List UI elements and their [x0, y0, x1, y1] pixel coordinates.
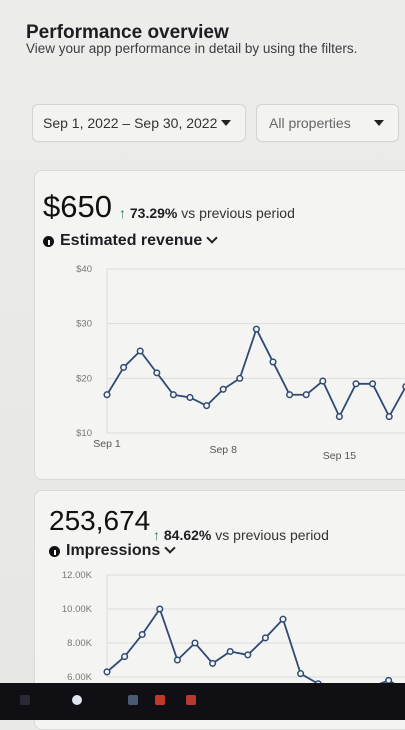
date-range-dropdown[interactable]: Sep 1, 2022 – Sep 30, 2022: [32, 104, 246, 142]
caret-down-icon: [374, 120, 384, 126]
caret-down-icon: [221, 120, 231, 126]
data-point: [219, 385, 227, 393]
y-tick-label: $40: [76, 264, 92, 275]
data-point: [103, 668, 111, 676]
date-range-label: Sep 1, 2022 – Sep 30, 2022: [43, 115, 218, 131]
taskbar: [0, 683, 405, 720]
chevron-down-icon: [164, 542, 176, 554]
revenue-metric-selector[interactable]: Estimated revenue: [43, 232, 218, 250]
data-point: [186, 393, 194, 402]
impressions-metric-selector[interactable]: Impressions: [49, 542, 176, 560]
y-tick-label: 8.00K: [67, 638, 92, 649]
page-subtitle: View your app performance in detail by u…: [26, 41, 358, 56]
y-tick-label: 6.00K: [67, 672, 92, 683]
data-point: [156, 605, 164, 613]
app-icon[interactable]: [128, 695, 138, 705]
data-point: [169, 391, 177, 399]
revenue-change: ↑ 73.29% vs previous period: [119, 205, 295, 221]
page-title: Performance overview: [26, 22, 229, 43]
data-point: [121, 653, 129, 661]
data-point: [252, 325, 260, 333]
chevron-down-icon: [206, 232, 218, 244]
properties-label: All properties: [269, 115, 351, 131]
revenue-change-percent: 73.29%: [129, 205, 178, 221]
impressions-change-percent: 84.62%: [163, 527, 212, 543]
data-point: [279, 615, 287, 623]
data-point: [385, 413, 393, 421]
y-tick-label: 10.00K: [62, 604, 93, 615]
x-tick-label: Sep 8: [209, 444, 237, 456]
data-point: [352, 380, 360, 388]
data-point: [120, 363, 128, 371]
x-tick-label: Sep 15: [323, 450, 356, 462]
data-point: [103, 391, 111, 399]
data-point: [153, 369, 161, 377]
impressions-chart: 12.00K 10.00K 8.00K 6.00K: [62, 570, 405, 689]
revenue-card: $650 ↑ 73.29% vs previous period Estimat…: [34, 170, 405, 480]
revenue-change-suffix: vs previous period: [181, 205, 295, 221]
up-arrow-icon: ↑: [119, 205, 126, 221]
data-point: [335, 413, 343, 421]
data-point: [203, 402, 211, 410]
app-icon[interactable]: [186, 695, 196, 705]
properties-dropdown[interactable]: All properties: [256, 104, 399, 142]
y-tick-label: $20: [76, 373, 92, 384]
data-point: [191, 639, 199, 647]
data-point: [226, 647, 234, 656]
info-icon: [49, 545, 60, 557]
data-point: [236, 374, 244, 382]
data-point: [286, 391, 294, 399]
data-point: [173, 656, 181, 664]
data-point: [369, 380, 377, 388]
browser-icon[interactable]: [72, 695, 82, 705]
data-point: [319, 377, 327, 385]
impressions-value: 253,674: [49, 505, 151, 536]
y-tick-label: 12.00K: [62, 570, 93, 581]
y-tick-label: $10: [76, 428, 92, 439]
data-point: [209, 659, 217, 667]
impressions-change: ↑ 84.62% vs previous period: [153, 527, 329, 543]
data-point: [269, 358, 277, 366]
revenue-metric-label: Estimated revenue: [60, 232, 203, 249]
impressions-change-suffix: vs previous period: [215, 527, 329, 543]
data-point: [297, 670, 305, 678]
data-point: [244, 651, 252, 659]
up-arrow-icon: ↑: [153, 527, 160, 543]
x-tick-label: Sep 1: [93, 438, 121, 450]
series-line: [106, 326, 405, 419]
data-point: [302, 391, 310, 399]
data-point: [261, 634, 269, 642]
app-icon[interactable]: [155, 695, 165, 705]
revenue-value: $650: [43, 189, 112, 224]
data-point: [136, 347, 144, 355]
info-icon: [43, 235, 54, 247]
start-icon[interactable]: [20, 695, 30, 705]
impressions-metric-label: Impressions: [66, 542, 161, 559]
y-tick-label: $30: [76, 319, 92, 330]
data-point: [138, 630, 146, 639]
